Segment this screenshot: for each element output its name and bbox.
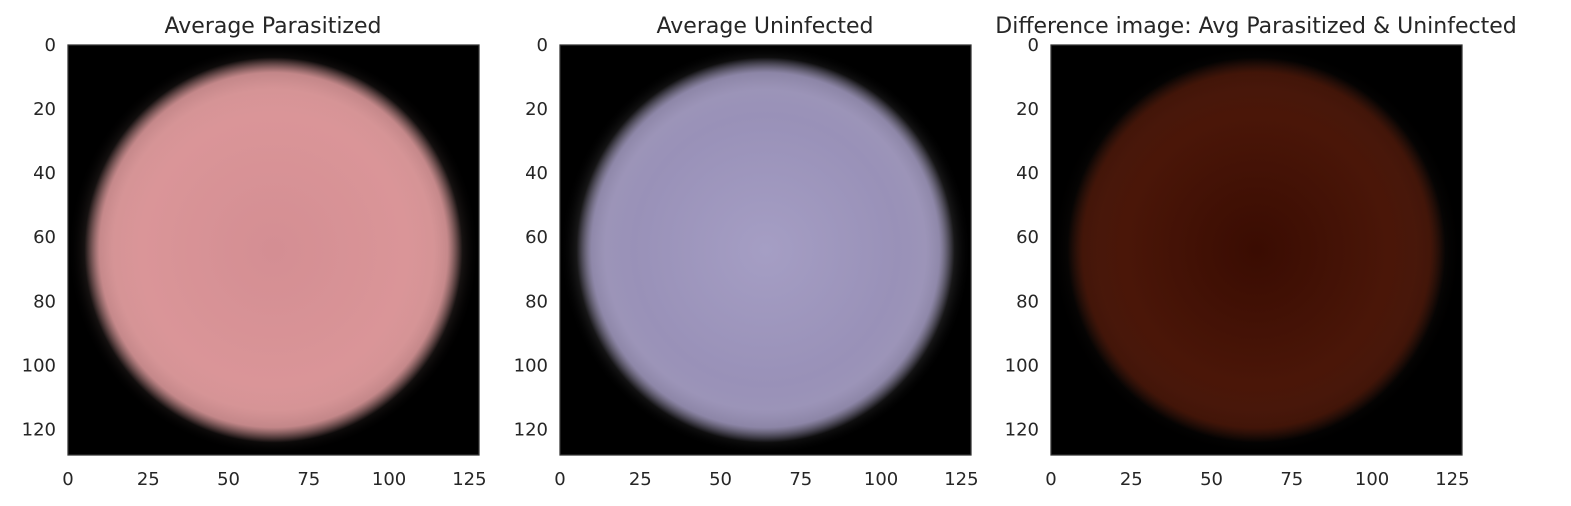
x-tick-label: 75 <box>297 469 320 490</box>
x-tick-label: 0 <box>1045 469 1056 490</box>
cell-core <box>84 57 463 443</box>
panel-average-uninfected: Average Uninfected 0 25 50 75 100 125 0 … <box>514 14 979 490</box>
y-tick-label: 20 <box>1016 99 1039 120</box>
x-tick-label: 75 <box>789 469 812 490</box>
x-tick-label: 100 <box>372 469 406 490</box>
panel-title: Difference image: Avg Parasitized & Unin… <box>995 14 1516 39</box>
y-tick-label: 80 <box>33 291 56 312</box>
axes-frame <box>67 44 480 456</box>
y-tick-label: 120 <box>1005 419 1039 440</box>
panel-average-parasitized: Average Parasitized 0 25 50 75 100 125 0… <box>22 14 487 490</box>
x-axis: 0 25 50 75 100 125 <box>554 469 978 490</box>
y-tick-label: 80 <box>525 291 548 312</box>
x-tick-label: 25 <box>1120 469 1143 490</box>
y-tick-label: 120 <box>22 419 56 440</box>
x-tick-label: 100 <box>1355 469 1389 490</box>
y-tick-label: 20 <box>525 99 548 120</box>
x-tick-label: 0 <box>62 469 73 490</box>
x-tick-label: 100 <box>864 469 898 490</box>
x-tick-label: 25 <box>137 469 160 490</box>
y-tick-label: 0 <box>537 35 548 56</box>
y-tick-label: 80 <box>1016 291 1039 312</box>
x-tick-label: 50 <box>217 469 240 490</box>
y-tick-label: 120 <box>514 419 548 440</box>
y-tick-label: 40 <box>1016 163 1039 184</box>
y-tick-label: 100 <box>22 355 56 376</box>
cell-core <box>1067 57 1446 443</box>
panel-title: Average Uninfected <box>657 14 874 39</box>
x-tick-label: 125 <box>1435 469 1469 490</box>
y-tick-label: 60 <box>1016 227 1039 248</box>
x-tick-label: 25 <box>629 469 652 490</box>
y-tick-label: 0 <box>1028 35 1039 56</box>
y-tick-label: 0 <box>45 35 56 56</box>
y-tick-label: 60 <box>525 227 548 248</box>
y-tick-label: 40 <box>525 163 548 184</box>
x-tick-label: 50 <box>1200 469 1223 490</box>
axes-frame <box>1050 44 1463 456</box>
y-tick-label: 20 <box>33 99 56 120</box>
y-axis: 0 20 40 60 80 100 120 <box>514 35 548 440</box>
x-tick-label: 125 <box>944 469 978 490</box>
panel-difference-image: Difference image: Avg Parasitized & Unin… <box>995 14 1516 490</box>
x-axis: 0 25 50 75 100 125 <box>1045 469 1469 490</box>
x-tick-label: 0 <box>554 469 565 490</box>
y-axis: 0 20 40 60 80 100 120 <box>22 35 56 440</box>
y-tick-label: 60 <box>33 227 56 248</box>
y-tick-label: 100 <box>514 355 548 376</box>
axes-frame <box>559 44 972 456</box>
x-axis: 0 25 50 75 100 125 <box>62 469 486 490</box>
x-tick-label: 50 <box>709 469 732 490</box>
x-tick-label: 125 <box>452 469 486 490</box>
y-tick-label: 100 <box>1005 355 1039 376</box>
cell-core <box>576 57 955 443</box>
y-axis: 0 20 40 60 80 100 120 <box>1005 35 1039 440</box>
x-tick-label: 75 <box>1280 469 1303 490</box>
panel-title: Average Parasitized <box>165 14 382 39</box>
y-tick-label: 40 <box>33 163 56 184</box>
